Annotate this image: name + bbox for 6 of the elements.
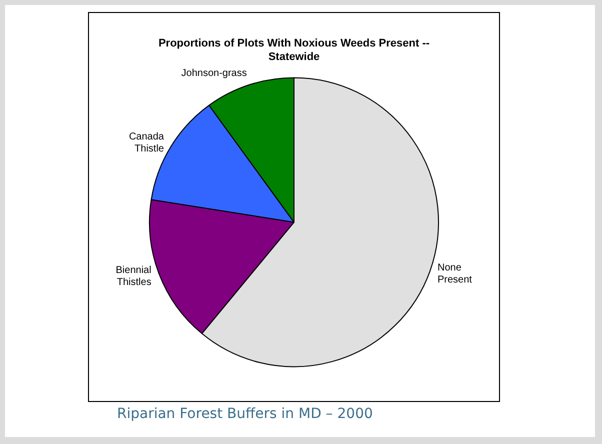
slice-label: Biennial Thistles (116, 264, 152, 288)
slice-label: None Present (437, 262, 472, 286)
slice-label: Johnson-grass (181, 68, 247, 79)
chart-title: Proportions of Plots With Noxious Weeds Present -- Statewide (158, 38, 430, 63)
slice-label: Canada Thistle (128, 131, 164, 154)
text: Riparian Forest Buffers in MD – 2000 (117, 406, 373, 422)
